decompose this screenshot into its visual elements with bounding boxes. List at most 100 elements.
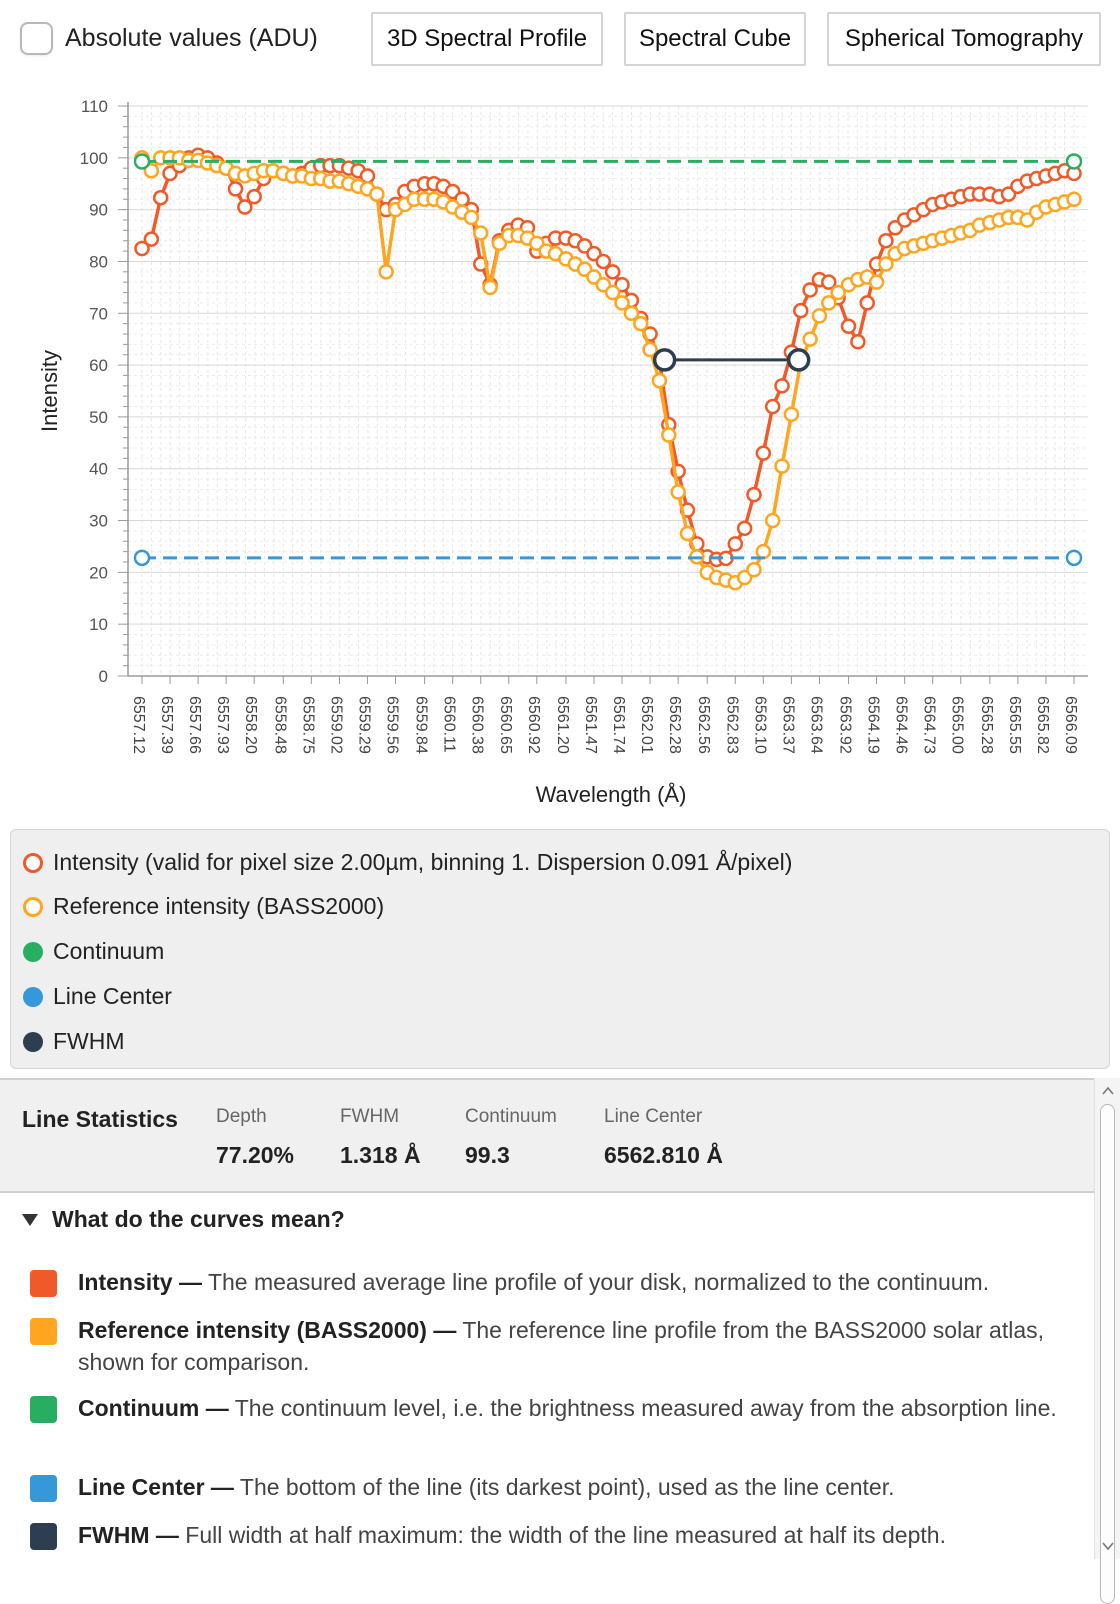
scroll-up-arrow-icon[interactable] — [1101, 1084, 1115, 1098]
intensity-series-point — [774, 378, 790, 394]
intensity-series-point — [152, 189, 169, 206]
term-intensity: Intensity — — [78, 1269, 202, 1295]
reference-intensity-series-point — [783, 406, 800, 423]
reference-intensity-series-point — [482, 279, 498, 296]
continuum-series — [133, 153, 1083, 170]
absolute-values-checkbox[interactable] — [20, 22, 53, 55]
desc-fwhm: Full width at half maximum: the width of… — [178, 1522, 946, 1548]
vertical-scrollbar[interactable] — [1094, 1078, 1120, 1604]
x-tick-label: 6559.56 — [384, 696, 401, 754]
desc-line-center: The bottom of the line (its darkest poin… — [233, 1474, 895, 1500]
scroll-down-arrow-icon[interactable] — [1101, 1539, 1115, 1553]
x-tick-label: 6566.09 — [1062, 696, 1079, 754]
reference-intensity-series-point — [378, 264, 394, 280]
disclosure-triangle-icon — [22, 1213, 38, 1226]
x-tick-label: 6564.19 — [865, 696, 882, 754]
reference-intensity-series-point — [679, 525, 696, 542]
desc-intensity: The measured average line profile of you… — [201, 1269, 990, 1295]
line-statistics-panel: Line Statistics Depth 77.20% FWHM 1.318 … — [0, 1078, 1094, 1193]
plot-area — [128, 106, 1088, 676]
x-tick-label: 6560.65 — [497, 696, 514, 754]
legend-marker-line-center — [23, 986, 43, 1007]
continuum-value: 99.3 — [465, 1142, 510, 1168]
fwhm-series — [652, 348, 811, 372]
reference-intensity-series-point — [830, 284, 846, 301]
definition-fwhm: FWHM — Full width at half maximum: the w… — [30, 1519, 1080, 1551]
legend-label-continuum: Continuum — [53, 938, 165, 964]
chart-legend: Intensity (valid for pixel size 2.00µm, … — [10, 829, 1110, 1069]
line-center-label: Line Center — [604, 1106, 703, 1127]
continuum-label: Continuum — [465, 1106, 557, 1127]
desc-reference: The reference line profile from the BASS… — [78, 1317, 1045, 1375]
swatch-intensity — [30, 1270, 57, 1297]
reference-intensity-series-point — [143, 163, 160, 179]
intensity-series-point — [595, 253, 612, 270]
x-tick-label: 6557.39 — [158, 696, 175, 754]
x-tick-label: 6561.47 — [582, 696, 599, 754]
swatch-reference — [30, 1318, 57, 1345]
x-tick-label: 6562.83 — [723, 696, 740, 754]
swatch-line-center — [30, 1475, 57, 1502]
x-tick-label: 6565.82 — [1034, 696, 1051, 754]
reference-intensity-series-point — [463, 209, 480, 226]
chart-series[interactable] — [133, 147, 1083, 591]
curves-explanation: What do the curves mean? Intensity — The… — [0, 1194, 1094, 1559]
legend-item-intensity[interactable]: Intensity (valid for pixel size 2.00µm, … — [23, 849, 792, 876]
fwhm-label: FWHM — [340, 1106, 400, 1127]
y-tick-label: 50 — [89, 408, 108, 427]
x-tick-label: 6561.20 — [554, 696, 571, 754]
intensity-series-point — [859, 295, 875, 311]
legend-item-reference[interactable]: Reference intensity (BASS2000) — [23, 893, 384, 920]
definition-continuum: Continuum — The continuum level, i.e. th… — [30, 1392, 1080, 1424]
intensity-series-point — [792, 302, 809, 319]
x-tick-label: 6562.28 — [666, 696, 683, 754]
spectral-profile-chart[interactable]: 0 10 20 30 40 50 60 70 80 90 100 110 6557.12 6557.39 6… — [0, 86, 1120, 822]
line-center-series-point — [133, 549, 151, 567]
curves-explanation-toggle[interactable]: What do the curves mean? — [22, 1206, 345, 1233]
x-tick-label: 6565.55 — [1006, 696, 1023, 754]
x-tick-label: 6558.20 — [242, 696, 259, 754]
x-tick-label: 6565.28 — [978, 696, 995, 754]
legend-item-continuum[interactable]: Continuum — [23, 938, 164, 965]
reference-intensity-series-point — [369, 186, 385, 202]
desc-continuum: The continuum level, i.e. the brightness… — [228, 1395, 1057, 1421]
3d-spectral-profile-button[interactable]: 3D Spectral Profile — [371, 12, 603, 66]
x-tick-label: 6560.38 — [469, 696, 486, 754]
reference-intensity-series-point — [868, 274, 885, 290]
reference-intensity-series-point — [821, 295, 837, 311]
x-tick-label: 6558.48 — [271, 696, 288, 754]
toolbar: Absolute values (ADU) 3D Spectral Profil… — [0, 0, 1120, 80]
absolute-values-toggle[interactable]: Absolute values (ADU) — [20, 22, 318, 55]
reference-intensity-series-point — [661, 427, 677, 443]
depth-label: Depth — [216, 1106, 267, 1127]
swatch-continuum — [30, 1396, 57, 1423]
y-tick-label: 0 — [99, 667, 108, 686]
x-tick-label: 6565.00 — [949, 696, 966, 754]
continuum-series-point — [133, 153, 151, 170]
x-tick-label: 6557.93 — [214, 696, 231, 754]
legend-item-line-center[interactable]: Line Center — [23, 983, 172, 1010]
reference-intensity-series-point — [670, 484, 686, 500]
legend-item-fwhm[interactable]: FWHM — [23, 1028, 125, 1055]
reference-intensity-series-point — [642, 341, 658, 358]
legend-label-line-center: Line Center — [53, 983, 172, 1009]
chart-axes: 0 10 20 30 40 50 60 70 80 90 100 110 6557.12 6557.39 6… — [80, 97, 1088, 754]
intensity-series-point — [878, 232, 894, 249]
legend-marker-fwhm — [23, 1031, 43, 1052]
x-tick-label: 6560.92 — [525, 696, 542, 754]
y-axis-label: Intensity — [37, 350, 62, 432]
x-tick-label: 6557.12 — [130, 696, 147, 754]
spectral-cube-button[interactable]: Spectral Cube — [624, 12, 806, 66]
x-axis-label: Wavelength (Å) — [536, 782, 687, 807]
x-tick-label: 6560.11 — [441, 696, 458, 753]
chart-grid — [128, 105, 1088, 677]
term-fwhm: FWHM — — [78, 1522, 179, 1548]
y-tick-label: 20 — [89, 563, 108, 582]
spherical-tomography-button[interactable]: Spherical Tomography — [827, 12, 1101, 66]
line-center-series — [133, 549, 1083, 567]
intensity-series-point — [736, 520, 753, 537]
scrollbar-thumb[interactable] — [1100, 1104, 1115, 1604]
line-center-series-point — [1065, 549, 1083, 567]
intensity-series-point — [237, 199, 253, 215]
x-tick-label: 6563.92 — [837, 696, 854, 754]
